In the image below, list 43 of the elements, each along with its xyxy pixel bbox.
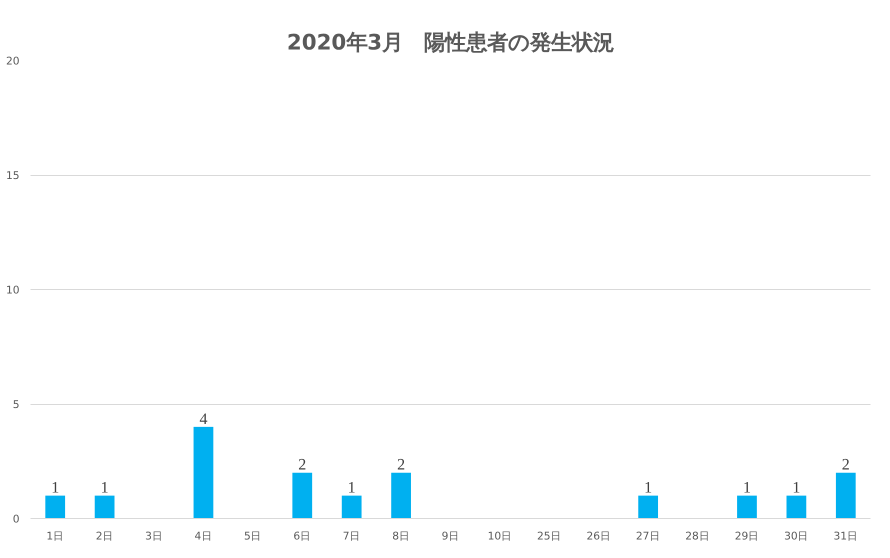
data-label: 1 — [51, 480, 60, 497]
x-tick-label: 26日 — [586, 530, 612, 542]
x-tick-label: 1日 — [46, 530, 64, 542]
x-tick-label: 4日 — [194, 530, 212, 542]
chart-title: 2020年3月 陽性患者の発生状況 — [286, 30, 614, 56]
data-label: 2 — [298, 456, 306, 474]
data-label: 1 — [792, 480, 800, 497]
bar — [638, 496, 658, 518]
x-tick-label: 10日 — [488, 530, 512, 542]
data-label: 2 — [397, 456, 406, 474]
bar — [391, 472, 411, 518]
y-tick-label: 15 — [6, 169, 20, 182]
data-label: 1 — [348, 480, 356, 497]
data-label: 1 — [100, 480, 109, 497]
x-tick-label: 29日 — [734, 530, 760, 542]
x-tick-label: 3日 — [145, 530, 163, 542]
x-tick-label: 6日 — [293, 530, 312, 542]
bar — [194, 426, 214, 518]
data-label: 1 — [644, 480, 652, 497]
y-tick-label: 20 — [6, 54, 20, 68]
x-tick-label: 7日 — [342, 530, 361, 542]
bar — [45, 496, 66, 518]
x-tick-label: 28日 — [685, 530, 710, 542]
x-tick-label: 25日 — [537, 530, 562, 542]
data-label: 2 — [842, 456, 850, 474]
data-label: 4 — [199, 410, 208, 428]
data-label: 1 — [742, 480, 751, 497]
bar — [836, 472, 856, 518]
x-tick-label: 5日 — [244, 530, 262, 542]
bar — [737, 496, 757, 518]
bar — [786, 496, 806, 518]
bar — [94, 496, 114, 518]
y-tick-label: 10 — [6, 284, 20, 296]
x-tick-label: 2日 — [96, 530, 114, 542]
bar — [292, 472, 312, 518]
x-tick-label: 27日 — [636, 530, 660, 542]
x-tick-label: 9日 — [442, 530, 460, 542]
bar — [342, 496, 362, 518]
x-tick-label: 31日 — [834, 530, 858, 542]
x-tick-label: 8日 — [392, 530, 410, 542]
y-tick-label: 0 — [12, 512, 20, 526]
y-tick-label: 5 — [12, 398, 20, 411]
x-tick-label: 30日 — [784, 530, 809, 542]
